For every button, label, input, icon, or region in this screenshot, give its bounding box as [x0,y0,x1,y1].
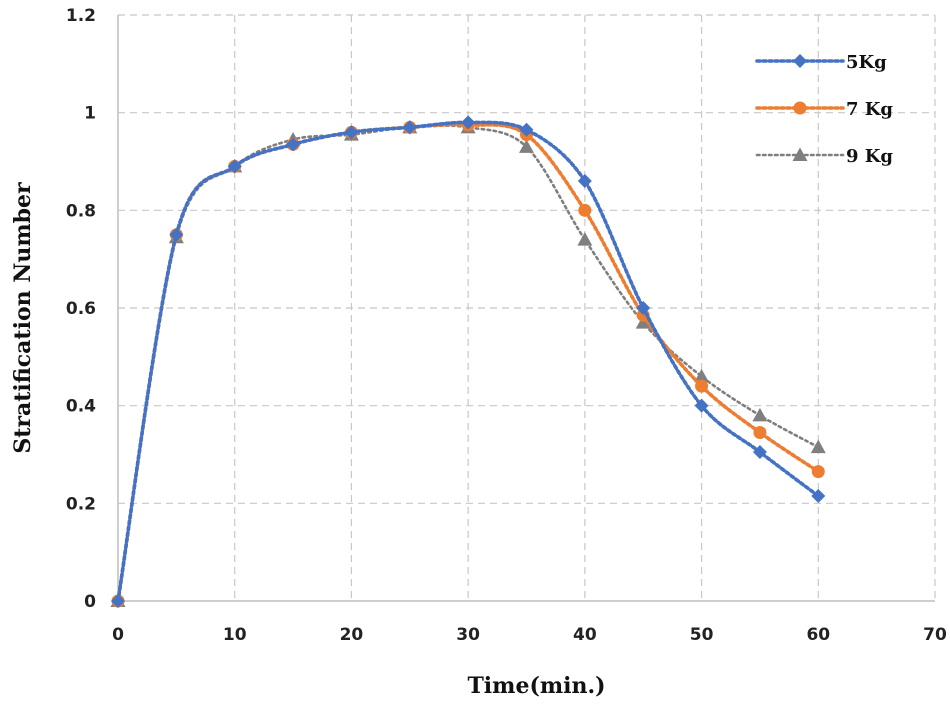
data-point [461,115,476,130]
tick-labels: 0 0.2 0.4 0.6 0.8 1 1.2 0 10 20 30 40 50 60 70 [66,6,947,645]
legend-label: 9 Kg [846,146,893,167]
data-point [519,122,534,137]
data-point [752,407,768,422]
legend-label: 5Kg [846,52,887,73]
data-point [811,489,826,504]
legend-item: 7 Kg [755,99,893,120]
legend-marker [792,147,808,161]
legend-item: 9 Kg [755,146,893,167]
x-tick-label: 40 [573,625,597,645]
data-point [577,174,592,189]
y-tick-label: 0.4 [66,397,96,417]
y-axis-title: Stratification Number [10,182,36,454]
axes [117,15,935,602]
x-axis-title: Time(min.) [467,673,605,699]
data-point [811,465,825,479]
data-point [752,445,767,460]
data-point [344,125,359,140]
legend: 5Kg 7 Kg 9 Kg [755,52,893,167]
x-tick-label: 20 [340,625,364,645]
data-point [694,368,710,383]
data-point [169,227,184,242]
x-tick-label: 70 [923,625,947,645]
data-point [810,439,826,454]
data-point [695,379,709,393]
data-point [578,203,592,217]
data-point [227,159,242,174]
data-point [111,594,125,608]
x-tick-label: 10 [223,625,247,645]
y-tick-label: 1 [84,104,96,124]
x-tick-label: 0 [112,625,124,645]
grid [118,14,936,601]
x-tick-label: 60 [806,625,830,645]
data-point [636,301,651,315]
data-point [286,137,301,152]
data-point [635,315,651,329]
legend-marker [793,54,807,68]
legend-item: 5Kg [755,52,887,73]
data-point [519,139,534,153]
y-tick-label: 1.2 [66,6,96,26]
y-tick-label: 0.8 [66,201,96,221]
legend-label: 7 Kg [846,99,893,120]
legend-marker [793,101,807,115]
y-tick-label: 0.2 [66,494,96,514]
data-point [753,426,767,440]
data-point [694,398,709,413]
x-tick-label: 30 [456,625,480,645]
series-line [116,120,821,603]
series-layer [110,115,826,608]
series-0 [111,115,826,608]
data-point [577,232,593,246]
data-point [402,120,417,135]
x-tick-label: 50 [690,625,714,645]
y-tick-label: 0.6 [66,299,96,319]
y-tick-label: 0 [84,592,96,612]
